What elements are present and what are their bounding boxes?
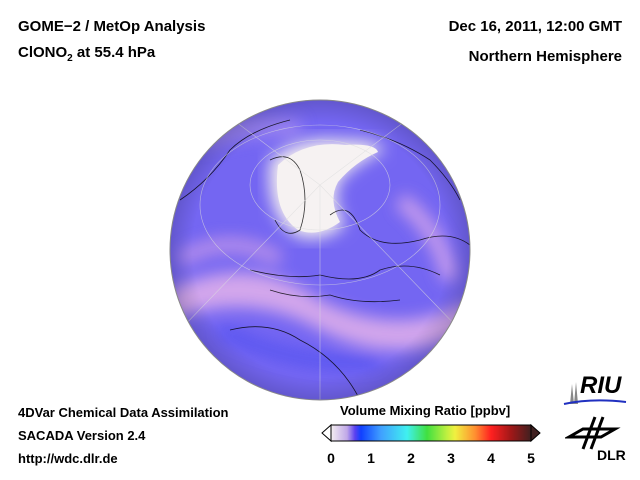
riu-cathedral-icon	[563, 382, 627, 405]
dlr-text: DLR	[597, 447, 626, 463]
footer-version: SACADA Version 2.4	[18, 428, 146, 443]
colorbar	[321, 423, 541, 443]
colorbar-tick: 3	[447, 450, 455, 466]
colorbar-tick: 1	[367, 450, 375, 466]
colorbar-title: Volume Mixing Ratio [ppbv]	[340, 403, 511, 418]
colorbar-tick: 0	[327, 450, 335, 466]
footer-method: 4DVar Chemical Data Assimilation	[18, 405, 229, 420]
colorbar-tick: 4	[487, 450, 495, 466]
region-label: Northern Hemisphere	[468, 48, 622, 65]
colorbar-tick: 2	[407, 450, 415, 466]
colorbar-min-arrow	[321, 423, 332, 443]
pressure-level: at 55.4 hPa	[72, 44, 156, 61]
colorbar-tick: 5	[527, 450, 535, 466]
species-subscript: 2	[67, 53, 73, 64]
title: GOME−2 / MetOp Analysis	[18, 18, 206, 35]
species-label: ClONO2 at 55.4 hPa	[18, 44, 155, 64]
riu-text: RIU	[580, 372, 622, 399]
species-name: ClONO	[18, 44, 68, 61]
date-label: Dec 16, 2011, 12:00 GMT	[448, 18, 622, 35]
dlr-logo: DLR	[563, 415, 626, 463]
footer-url[interactable]: http://wdc.dlr.de	[18, 451, 118, 466]
dlr-symbol-icon	[563, 416, 621, 450]
colorbar-max-arrow	[530, 423, 541, 443]
